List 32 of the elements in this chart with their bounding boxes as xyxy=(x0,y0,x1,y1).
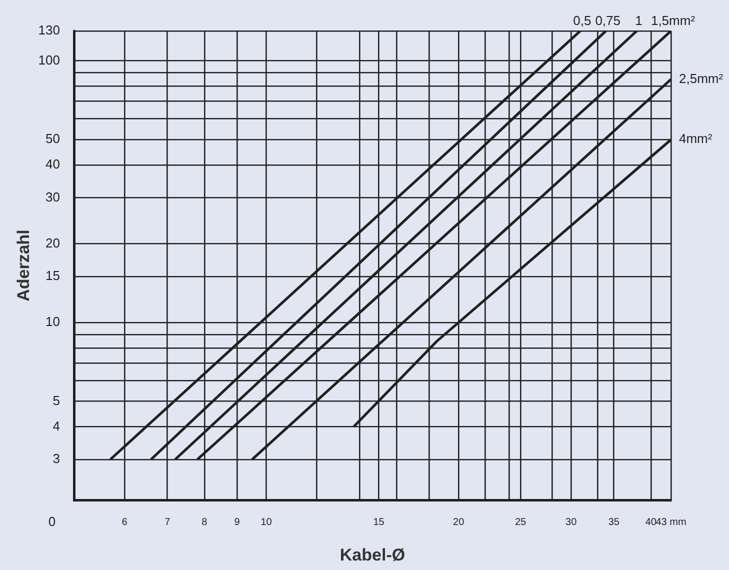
series-label: 0,75 xyxy=(595,13,620,28)
x-tick-label: 10 xyxy=(260,516,272,528)
x-tick-label: 7 xyxy=(164,516,171,528)
y-tick-label: 3 xyxy=(52,451,60,466)
series-label: 2,5mm² xyxy=(679,70,724,86)
x-tick-label: 35 xyxy=(608,516,620,528)
x-tick-label: 8 xyxy=(202,516,208,528)
x-tick-label: 20 xyxy=(453,516,465,528)
x-axis-title: Kabel-Ø xyxy=(340,545,406,564)
x-tick-label: 25 xyxy=(514,516,527,528)
y-tick-label: 10 xyxy=(46,314,60,330)
y-tick-label: 130 xyxy=(38,22,60,38)
y-tick-label: 20 xyxy=(46,235,60,250)
x-tick-label: 15 xyxy=(373,516,385,528)
y-tick-label: 40 xyxy=(46,156,60,172)
y-tick-label: 30 xyxy=(46,189,60,204)
x-tick-label: 40 xyxy=(645,516,657,528)
y-tick-label: 50 xyxy=(46,131,60,146)
y-tick-label: 100 xyxy=(38,52,60,68)
y-axis-title: Aderzahl xyxy=(14,230,33,302)
x-tick-label: 6 xyxy=(122,516,128,528)
series-label: 4mm² xyxy=(679,131,713,146)
x-tick-label: 30 xyxy=(566,516,578,528)
y-tick-label: 5 xyxy=(52,392,60,408)
text: 0 xyxy=(48,514,56,530)
series-label: 1 xyxy=(635,13,642,28)
y-tick-label: 4 xyxy=(52,418,60,434)
series-label: 1,5mm² xyxy=(650,13,696,28)
series-label: 0,5 xyxy=(573,13,592,28)
x-tick-label: 43 mm xyxy=(656,516,686,528)
y-tick-label: 15 xyxy=(46,268,60,284)
x-tick-label: 9 xyxy=(234,516,240,528)
